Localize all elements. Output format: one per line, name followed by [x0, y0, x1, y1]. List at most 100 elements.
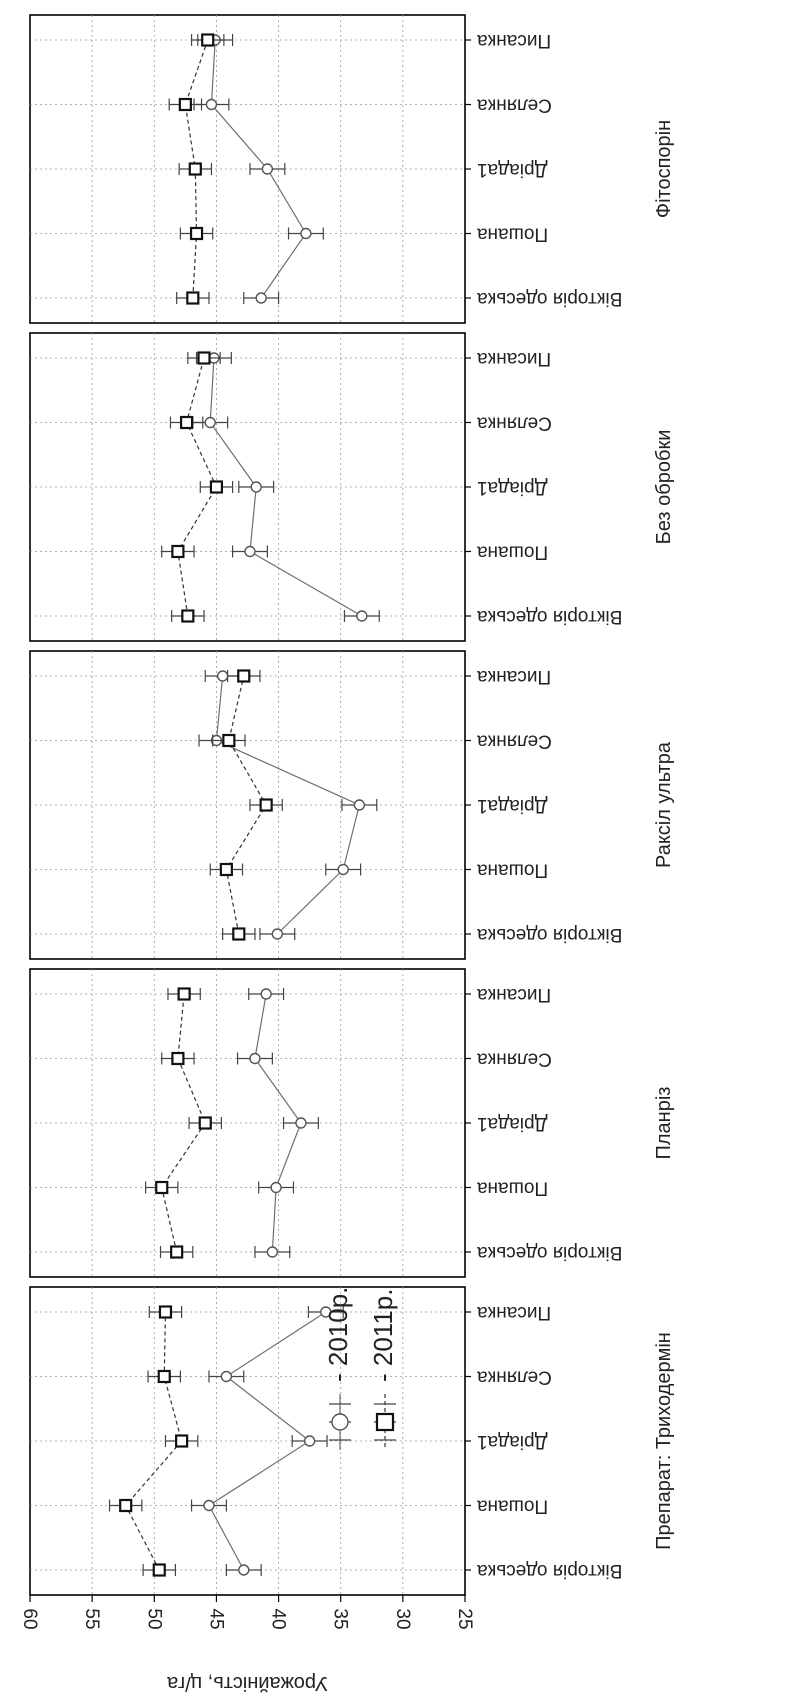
data-point-2010: [356, 610, 368, 622]
data-point-2011: [237, 669, 251, 683]
panel-title: Фітоспорін: [653, 120, 675, 218]
data-point-2010: [337, 863, 349, 876]
data-point-2010: [266, 1246, 279, 1258]
panel-title: Без обробки: [653, 430, 675, 545]
data-point-2010: [271, 928, 284, 940]
data-point-2011: [181, 609, 195, 623]
data-point-2010: [270, 1181, 282, 1194]
category-label: Вікторія одеська: [477, 1242, 623, 1263]
category-label: Писанка: [477, 1302, 552, 1323]
category-label: Дріада1: [477, 1431, 547, 1452]
data-point-2011: [198, 1116, 212, 1130]
legend-marker-2011: [375, 1412, 395, 1432]
data-point-2010: [260, 988, 272, 1000]
panel-title: Препарат: Триходермін: [653, 1332, 675, 1550]
data-point-2010: [250, 481, 262, 493]
data-point-2011: [188, 162, 202, 176]
category-label: Селянка: [477, 1366, 552, 1387]
panel-1: Вікторія одеська Пошана Дріада1 Селянка Писа…: [29, 968, 675, 1278]
legend-label: - 2011р.: [368, 1289, 398, 1382]
data-point-2011: [170, 1245, 184, 1259]
category-label: Пошана: [477, 1495, 549, 1516]
y-tick-label-35: 35: [330, 1608, 351, 1629]
y-tick-label-45: 45: [205, 1608, 226, 1629]
data-point-2011: [259, 798, 273, 812]
data-point-2010: [203, 1499, 215, 1512]
data-point-2010: [255, 292, 267, 304]
category-label: Писанка: [477, 984, 552, 1005]
data-point-2010: [320, 1306, 332, 1318]
category-label: Писанка: [477, 666, 552, 687]
category-label: Вікторія одеська: [477, 924, 623, 945]
category-label: Селянка: [477, 94, 552, 115]
series-line-2011: [124, 1311, 183, 1571]
legend: - 2010р. - 2011р.: [323, 1287, 398, 1450]
y-tick-label-60: 60: [19, 1608, 40, 1629]
data-point-2010: [303, 1435, 316, 1447]
data-point-2011: [158, 1305, 173, 1319]
category-label: Пошана: [477, 1177, 549, 1198]
chart-plot-group: 60 55 50 45 40 35 30 25 Урожайність, ц/га Вікторі…: [19, 14, 675, 1694]
y-tick-label-25: 25: [454, 1608, 475, 1629]
category-label: Пошана: [477, 859, 549, 880]
category-label: Писанка: [477, 348, 552, 369]
data-point-2011: [186, 291, 200, 305]
panel-0: Вікторія одеська Пошана Дріада1 Селянка Писа…: [29, 1286, 675, 1596]
y-axis-title: Урожайність, ц/га: [166, 1672, 328, 1694]
data-point-2011: [197, 351, 211, 365]
category-label: Селянка: [477, 412, 552, 433]
data-point-2011: [232, 927, 246, 941]
data-point-2011: [175, 1434, 189, 1448]
data-point-2011: [189, 226, 204, 241]
data-point-2010: [300, 227, 312, 240]
data-point-2011: [178, 97, 192, 112]
category-label: Селянка: [477, 1048, 552, 1069]
data-point-2011: [119, 1498, 133, 1513]
legend-marker-2010: [331, 1413, 349, 1431]
category-label: Пошана: [477, 223, 549, 244]
category-label: Селянка: [477, 730, 552, 751]
data-point-2011: [219, 862, 233, 877]
panel-3: Вікторія одеська Пошана Дріада1 Селянка Писа…: [29, 332, 675, 642]
data-point-2011: [157, 1369, 171, 1384]
y-tick-label-30: 30: [392, 1608, 413, 1629]
category-label: Дріада1: [477, 1113, 547, 1134]
category-label: Дріада1: [477, 477, 547, 498]
data-point-2010: [216, 670, 229, 682]
panel-2: Вікторія одеська Пошана Дріада1 Селянка Писа…: [29, 650, 675, 960]
panel-4: Вікторія одеська Пошана Дріада1 Селянка Писа…: [29, 14, 675, 324]
data-point-2011: [209, 480, 224, 494]
data-point-2011: [177, 987, 191, 1001]
data-point-2010: [238, 1564, 250, 1576]
category-label: Писанка: [477, 30, 552, 51]
data-point-2011: [201, 33, 215, 47]
data-point-2011: [152, 1563, 166, 1577]
data-point-2010: [261, 163, 274, 175]
data-point-2010: [249, 1052, 261, 1065]
y-tick-label-55: 55: [81, 1608, 102, 1629]
data-point-2011: [155, 1180, 169, 1195]
data-point-2011: [222, 733, 236, 748]
category-label: Вікторія одеська: [477, 288, 623, 309]
data-point-2011: [171, 1051, 185, 1066]
category-label: Пошана: [477, 541, 549, 562]
data-point-2011: [171, 544, 185, 559]
data-point-2010: [220, 1370, 233, 1383]
category-label: Дріада1: [477, 795, 547, 816]
panel-title: Планріз: [653, 1087, 675, 1160]
panel-frame: [29, 968, 466, 1278]
panel-title: Раксіл ультра: [653, 741, 675, 868]
y-tick-label-50: 50: [143, 1608, 164, 1629]
category-label: Дріада1: [477, 159, 547, 180]
data-point-2010: [205, 98, 218, 111]
data-point-2010: [295, 1117, 307, 1129]
data-point-2010: [353, 799, 366, 811]
legend-label: - 2010р.: [323, 1287, 353, 1382]
data-point-2010: [204, 416, 216, 429]
category-label: Вікторія одеська: [477, 606, 623, 627]
data-point-2011: [180, 415, 194, 430]
data-point-2010: [244, 545, 256, 558]
y-tick-label-40: 40: [268, 1608, 289, 1629]
